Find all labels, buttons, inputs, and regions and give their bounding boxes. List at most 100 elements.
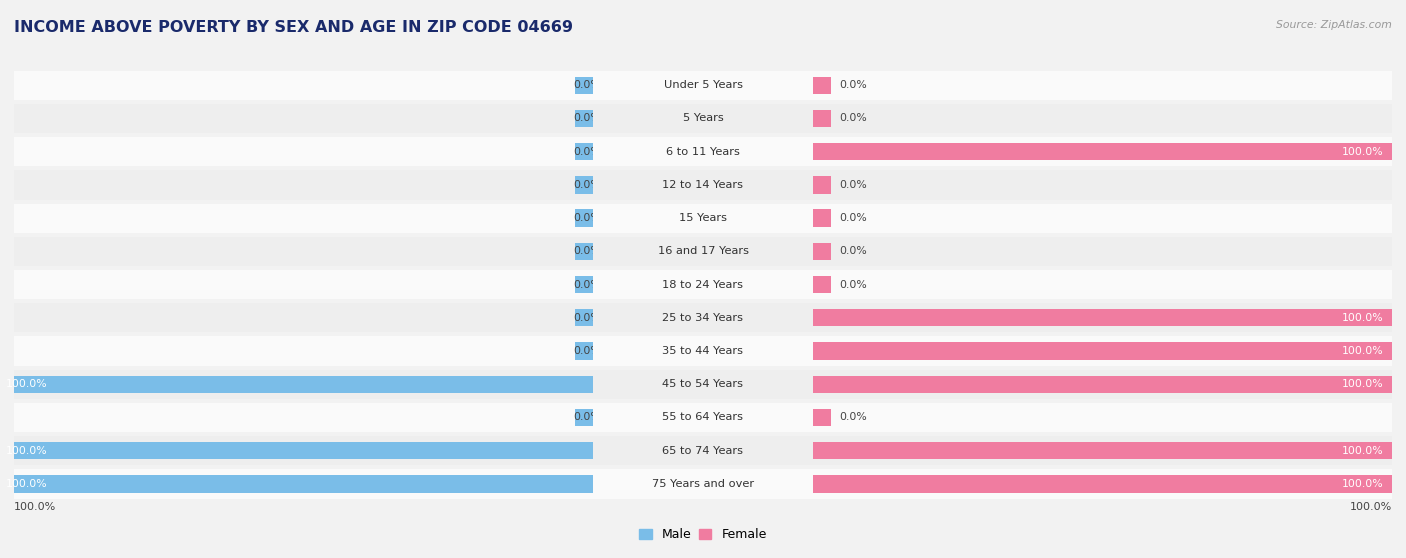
Text: 100.0%: 100.0% <box>1341 346 1384 356</box>
Bar <box>0 436 1406 465</box>
Text: 5 Years: 5 Years <box>683 113 723 123</box>
Bar <box>14 442 593 459</box>
Bar <box>813 376 1392 393</box>
Bar <box>0 303 1406 333</box>
Text: 65 to 74 Years: 65 to 74 Years <box>662 446 744 456</box>
Bar <box>575 243 593 260</box>
Bar <box>14 475 593 493</box>
Bar <box>0 137 1406 166</box>
Bar <box>813 442 1392 459</box>
Text: 100.0%: 100.0% <box>1341 313 1384 323</box>
Bar <box>0 403 1406 432</box>
Bar <box>0 403 1406 432</box>
Bar <box>0 104 1406 133</box>
Text: 0.0%: 0.0% <box>574 213 602 223</box>
Text: 25 to 34 Years: 25 to 34 Years <box>662 313 744 323</box>
Text: 0.0%: 0.0% <box>574 313 602 323</box>
Text: 0.0%: 0.0% <box>839 280 868 290</box>
Bar <box>0 436 1406 465</box>
Bar <box>813 243 831 260</box>
Text: 15 Years: 15 Years <box>679 213 727 223</box>
Bar <box>0 237 1406 266</box>
Bar <box>575 110 593 127</box>
Bar <box>575 176 593 194</box>
Text: 100.0%: 100.0% <box>14 502 56 512</box>
Bar <box>0 369 1406 399</box>
Text: Source: ZipAtlas.com: Source: ZipAtlas.com <box>1277 20 1392 30</box>
Text: 0.0%: 0.0% <box>574 246 602 256</box>
Bar <box>0 204 1406 233</box>
Text: 6 to 11 Years: 6 to 11 Years <box>666 147 740 157</box>
Bar <box>813 143 1392 160</box>
Bar <box>0 469 1406 498</box>
Bar <box>813 76 831 94</box>
Text: INCOME ABOVE POVERTY BY SEX AND AGE IN ZIP CODE 04669: INCOME ABOVE POVERTY BY SEX AND AGE IN Z… <box>14 20 574 35</box>
Bar <box>813 409 831 426</box>
Text: 0.0%: 0.0% <box>574 80 602 90</box>
Text: Under 5 Years: Under 5 Years <box>664 80 742 90</box>
Text: 0.0%: 0.0% <box>839 180 868 190</box>
Text: 18 to 24 Years: 18 to 24 Years <box>662 280 744 290</box>
Text: 0.0%: 0.0% <box>839 246 868 256</box>
Text: 16 and 17 Years: 16 and 17 Years <box>658 246 748 256</box>
Text: 55 to 64 Years: 55 to 64 Years <box>662 412 744 422</box>
Bar <box>0 270 1406 299</box>
Text: 0.0%: 0.0% <box>574 280 602 290</box>
Bar <box>0 303 1406 333</box>
Text: 35 to 44 Years: 35 to 44 Years <box>662 346 744 356</box>
Bar <box>0 170 1406 200</box>
Text: 0.0%: 0.0% <box>574 147 602 157</box>
Bar <box>0 336 1406 365</box>
Text: 100.0%: 100.0% <box>6 479 46 489</box>
Text: 0.0%: 0.0% <box>574 113 602 123</box>
Bar <box>813 209 831 227</box>
Bar <box>0 336 1406 365</box>
Bar <box>0 170 1406 200</box>
Text: 0.0%: 0.0% <box>574 180 602 190</box>
Text: 0.0%: 0.0% <box>839 412 868 422</box>
Bar <box>813 343 1392 360</box>
Bar <box>0 204 1406 233</box>
Bar <box>575 209 593 227</box>
Bar <box>0 71 1406 100</box>
Bar <box>14 376 593 393</box>
Text: 100.0%: 100.0% <box>1341 446 1384 456</box>
Text: 0.0%: 0.0% <box>574 412 602 422</box>
Text: 0.0%: 0.0% <box>839 213 868 223</box>
Bar <box>0 469 1406 498</box>
Bar <box>0 170 1406 200</box>
Text: 100.0%: 100.0% <box>1341 379 1384 389</box>
Bar <box>575 143 593 160</box>
Bar <box>575 343 593 360</box>
Text: 100.0%: 100.0% <box>1341 147 1384 157</box>
Text: 100.0%: 100.0% <box>6 446 46 456</box>
Bar <box>0 270 1406 299</box>
Bar <box>813 276 831 293</box>
Bar <box>0 336 1406 365</box>
Bar <box>0 237 1406 266</box>
Text: 75 Years and over: 75 Years and over <box>652 479 754 489</box>
Bar <box>0 403 1406 432</box>
Bar <box>0 104 1406 133</box>
Bar <box>813 110 831 127</box>
Bar <box>0 369 1406 399</box>
Bar <box>575 276 593 293</box>
Text: 0.0%: 0.0% <box>839 80 868 90</box>
Bar <box>813 309 1392 326</box>
Text: 100.0%: 100.0% <box>1341 479 1384 489</box>
Bar <box>0 137 1406 166</box>
Bar <box>0 237 1406 266</box>
Legend: Male, Female: Male, Female <box>634 523 772 546</box>
Bar <box>0 469 1406 498</box>
Bar <box>0 104 1406 133</box>
Bar <box>813 176 831 194</box>
Bar <box>813 475 1392 493</box>
Bar <box>0 369 1406 399</box>
Bar <box>0 137 1406 166</box>
Bar <box>0 436 1406 465</box>
Text: 0.0%: 0.0% <box>574 346 602 356</box>
Bar <box>0 71 1406 100</box>
Bar <box>0 303 1406 333</box>
Text: 45 to 54 Years: 45 to 54 Years <box>662 379 744 389</box>
Bar <box>0 204 1406 233</box>
